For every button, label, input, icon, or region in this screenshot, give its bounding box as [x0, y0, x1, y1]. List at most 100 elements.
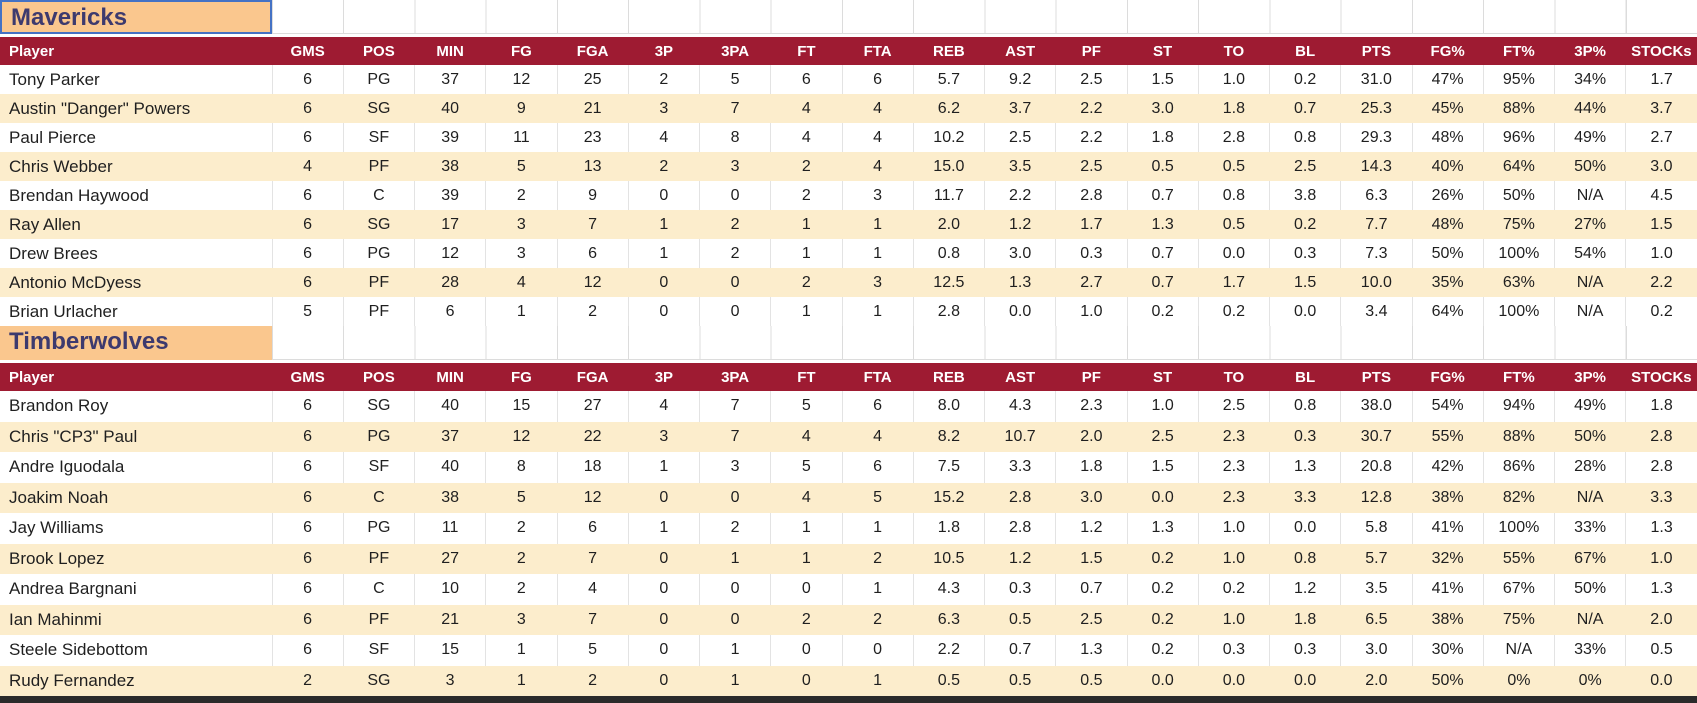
column-header-3pa[interactable]: 3PA	[699, 37, 771, 65]
stat-cell-gms[interactable]: 6	[272, 391, 344, 422]
stat-cell-bl[interactable]: 0.3	[1294, 427, 1317, 445]
stat-cell-pos[interactable]: C	[373, 488, 385, 506]
stat-cell-min[interactable]: 39	[414, 123, 487, 152]
stat-cell-ast[interactable]: 3.5	[1009, 157, 1032, 175]
stat-cell-bl[interactable]: 2.5	[1294, 157, 1317, 175]
stat-cell-pts[interactable]: 31.0	[1340, 65, 1413, 94]
stat-cell-3p[interactable]: N/A	[1576, 610, 1604, 628]
stat-cell-gms[interactable]: 6	[303, 610, 313, 628]
stat-cell-ast[interactable]: 3.7	[1009, 99, 1032, 117]
column-header-3p[interactable]: 3P%	[1554, 37, 1626, 65]
column-header-3p[interactable]: 3P	[628, 37, 700, 65]
stat-cell-fg[interactable]: 5	[516, 488, 526, 506]
stat-cell-ast[interactable]: 10.7	[1004, 427, 1036, 445]
stat-cell-st[interactable]: 0.7	[1151, 273, 1174, 291]
stat-cell-ft[interactable]: 0	[801, 671, 811, 689]
stat-cell-to[interactable]: 2.5	[1198, 391, 1271, 422]
column-header-ft[interactable]: FT%	[1483, 363, 1555, 391]
column-header-ast[interactable]: AST	[984, 37, 1056, 65]
stat-cell-ast[interactable]: 0.5	[1009, 610, 1032, 628]
stat-cell-fta[interactable]: 1	[873, 215, 883, 233]
stat-cell-st[interactable]: 0.7	[1127, 181, 1199, 210]
player-name-cell[interactable]: Brian Urlacher	[0, 297, 273, 326]
stat-cell-ft[interactable]: 94%	[1483, 391, 1556, 422]
stat-cell-ft[interactable]: 63%	[1502, 273, 1535, 291]
stat-cell-3p[interactable]: 0	[659, 488, 669, 506]
stat-cell-stocks[interactable]: 1.3	[1650, 519, 1673, 537]
stat-cell-fta[interactable]: 1	[842, 297, 914, 326]
stat-cell-min[interactable]: 17	[441, 215, 460, 233]
stat-cell-gms[interactable]: 2	[303, 671, 313, 689]
stat-cell-pf[interactable]: 2.5	[1080, 610, 1103, 628]
stat-cell-3p[interactable]: 3	[659, 427, 669, 445]
stat-cell-3p[interactable]: 0	[659, 610, 669, 628]
stat-cell-pos[interactable]: PG	[343, 239, 416, 268]
stat-cell-fga[interactable]: 23	[557, 123, 629, 152]
stat-cell-3p[interactable]: 49%	[1554, 391, 1627, 422]
stat-cell-fga[interactable]: 22	[583, 427, 602, 445]
stat-cell-stocks[interactable]: 1.7	[1650, 70, 1673, 88]
stat-cell-3p[interactable]: N/A	[1576, 273, 1604, 291]
player-name-cell[interactable]: Antonio McDyess	[9, 272, 142, 292]
stat-cell-to[interactable]: 0.3	[1198, 635, 1271, 666]
column-header-ft[interactable]: FT%	[1483, 37, 1555, 65]
stat-cell-3p[interactable]: 2	[659, 157, 669, 175]
stat-cell-min[interactable]: 12	[414, 239, 487, 268]
stat-cell-3p[interactable]: 0%	[1578, 671, 1602, 689]
stat-cell-fg[interactable]: 45%	[1431, 99, 1464, 117]
stat-cell-st[interactable]: 0.2	[1127, 297, 1199, 326]
column-header-st[interactable]: ST	[1127, 363, 1199, 391]
column-header-player[interactable]: Player	[0, 37, 272, 65]
stat-cell-ft[interactable]: 2	[801, 273, 811, 291]
stat-cell-ast[interactable]: 4.3	[984, 391, 1057, 422]
stat-cell-ast[interactable]: 2.2	[984, 181, 1057, 210]
stat-cell-3p[interactable]: 1	[628, 239, 701, 268]
stat-cell-st[interactable]: 0.2	[1127, 574, 1199, 605]
player-name-cell[interactable]: Austin "Danger" Powers	[9, 98, 191, 118]
stat-cell-fga[interactable]: 18	[557, 452, 629, 483]
stat-cell-to[interactable]: 2.3	[1198, 452, 1271, 483]
stat-cell-pts[interactable]: 6.5	[1365, 610, 1388, 628]
player-name-cell[interactable]: Steele Sidebottom	[0, 635, 273, 666]
stat-cell-ft[interactable]: 82%	[1502, 488, 1535, 506]
stat-cell-fg[interactable]: 1	[485, 297, 558, 326]
stat-cell-ft[interactable]: 55%	[1502, 549, 1535, 567]
stat-cell-pts[interactable]: 6.3	[1340, 181, 1413, 210]
stat-cell-pf[interactable]: 2.0	[1080, 427, 1103, 445]
stat-cell-pts[interactable]: 30.7	[1360, 427, 1392, 445]
stat-cell-stocks[interactable]: 3.7	[1650, 99, 1673, 117]
stat-cell-ast[interactable]: 1.2	[1009, 549, 1032, 567]
stat-cell-pos[interactable]: C	[343, 181, 416, 210]
stat-cell-ft[interactable]: 75%	[1502, 610, 1535, 628]
stat-cell-gms[interactable]: 6	[303, 549, 313, 567]
stat-cell-3pa[interactable]: 7	[730, 99, 740, 117]
stat-cell-st[interactable]: 0.5	[1151, 157, 1174, 175]
stat-cell-reb[interactable]: 10.5	[933, 549, 965, 567]
stat-cell-fga[interactable]: 27	[557, 391, 629, 422]
stat-cell-ft[interactable]: N/A	[1483, 635, 1556, 666]
stat-cell-pos[interactable]: SF	[343, 635, 416, 666]
stat-cell-fta[interactable]: 1	[842, 574, 914, 605]
stat-cell-bl[interactable]: 0.0	[1269, 513, 1342, 544]
stat-cell-to[interactable]: 0.8	[1198, 181, 1271, 210]
stat-cell-fga[interactable]: 6	[557, 239, 629, 268]
stat-cell-pf[interactable]: 2.3	[1055, 391, 1128, 422]
stat-cell-fg[interactable]: 12	[512, 427, 531, 445]
player-name-cell[interactable]: Paul Pierce	[0, 123, 273, 152]
stat-cell-pos[interactable]: PG	[367, 427, 391, 445]
stat-cell-stocks[interactable]: 2.2	[1650, 273, 1673, 291]
stat-cell-fga[interactable]: 7	[588, 215, 598, 233]
stat-cell-st[interactable]: 1.5	[1127, 452, 1199, 483]
player-name-cell[interactable]: Brandon Roy	[0, 391, 273, 422]
stat-cell-bl[interactable]: 0.3	[1269, 635, 1342, 666]
stat-cell-stocks[interactable]: 1.5	[1650, 215, 1673, 233]
stat-cell-3p[interactable]: 1	[628, 452, 701, 483]
stat-cell-fg[interactable]: 11	[485, 123, 558, 152]
stat-cell-pos[interactable]: PF	[368, 610, 390, 628]
stat-cell-pf[interactable]: 2.2	[1080, 99, 1103, 117]
stat-cell-fga[interactable]: 7	[588, 610, 598, 628]
stat-cell-3pa[interactable]: 2	[699, 239, 772, 268]
stat-cell-min[interactable]: 37	[441, 427, 460, 445]
column-header-bl[interactable]: BL	[1269, 37, 1341, 65]
stat-cell-min[interactable]: 11	[414, 513, 487, 544]
